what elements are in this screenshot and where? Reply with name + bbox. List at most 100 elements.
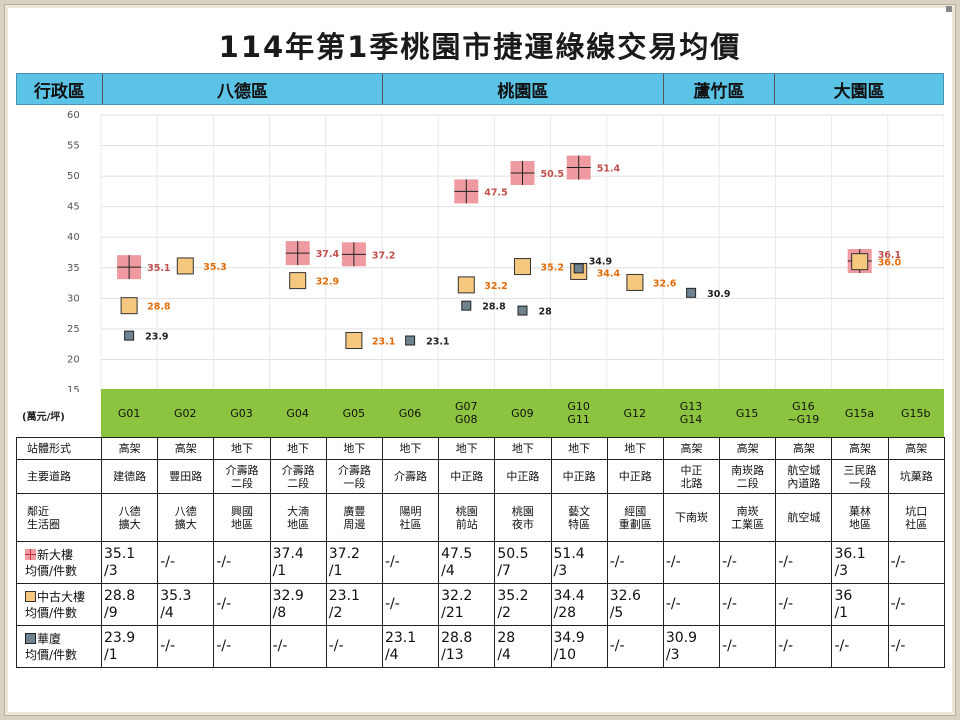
table-cell: 陽明 社區 [381, 493, 440, 542]
price-cell: 50.5 /7 [494, 541, 552, 584]
data-label: 32.2 [484, 281, 507, 292]
data-label: 35.2 [541, 263, 564, 274]
price-cell: 32.9 /8 [269, 583, 327, 626]
point-mansion [461, 300, 472, 311]
y-tick-label: 40 [67, 232, 80, 243]
price-cell: 32.6 /5 [606, 583, 664, 626]
table-cell: 中正路 [606, 459, 664, 494]
data-label: 47.5 [484, 187, 507, 198]
point-used-building [851, 253, 869, 271]
data-label: 28.8 [147, 302, 171, 313]
station-label: G07 G08 [454, 400, 478, 426]
table-cell: 地下 [494, 437, 552, 460]
data-label: 34.9 [589, 256, 612, 267]
station-label: G03 [230, 406, 253, 420]
data-label: 35.3 [203, 262, 226, 273]
series-name: 中古大樓 [37, 589, 86, 604]
point-used-building [345, 332, 363, 349]
table-row: 站體形式 高架 高架 地下 地下 地下 地下 地下 地下 地下 地下 高架 高架 高架 高架 高架 [16, 437, 945, 460]
price-cell: 30.9 /3 [662, 625, 721, 668]
data-label: 23.9 [145, 332, 168, 343]
row-header: 主要道路 [16, 459, 102, 494]
station-row: G01 G02 G03 G04 G05 G06 G07 G08 G09 G10 G11 G12 G1… [101, 389, 944, 437]
table-row: 鄰近 生活圈 八德 擴大 八德 擴大 興國 地區 大湳 地區 廣豐 周邊 陽明 社區 桃園 前… [16, 493, 945, 542]
data-label: 32.9 [316, 277, 339, 288]
y-tick-label: 35 [67, 263, 80, 274]
price-cell: 32.2 /21 [438, 583, 496, 626]
price-cell: 51.4 /3 [550, 541, 608, 584]
price-cell: 35.1 /3 [100, 541, 159, 584]
price-cell: 37.2 /1 [325, 541, 383, 584]
station-label: G04 [286, 406, 309, 420]
station-label: G15b [900, 406, 931, 420]
price-cell: -/- [157, 625, 215, 668]
price-cell: -/- [775, 625, 833, 668]
price-cell: 35.2 /2 [494, 583, 552, 626]
price-cell: 35.3 /4 [157, 583, 215, 626]
price-row: 中古大樓 均價/件數 28.8 /9 35.3 /4 -/- 32.9 /8 23.1 /2… [16, 583, 945, 626]
price-cell: 36.1 /3 [831, 541, 889, 584]
y-tick-label: 60 [67, 110, 80, 121]
y-tick-label: 20 [67, 354, 80, 365]
point-mansion [405, 335, 416, 346]
price-cell: -/- [157, 541, 215, 584]
table-cell: 八德 擴大 [100, 493, 159, 542]
table-cell: 中正 北路 [662, 459, 721, 494]
y-tick-label: 45 [67, 202, 80, 213]
legend-mansion-icon [25, 632, 36, 644]
table-row: 主要道路 建德路 豐田路 介壽路 二段 介壽路 二段 介壽路 一段 介壽路 中正路 中正路 中正路… [16, 459, 945, 494]
legend-used-building-icon [25, 590, 36, 602]
corner-mark [946, 6, 952, 12]
series-sub: 均價/件數 [25, 647, 78, 662]
point-used-building [626, 273, 644, 291]
point-mansion [686, 287, 697, 298]
table-cell: 中正路 [494, 459, 552, 494]
series-name: 華廈 [37, 631, 62, 646]
data-label: 37.4 [316, 249, 340, 260]
data-label: 34.4 [597, 268, 621, 279]
row-header: 站體形式 [16, 437, 102, 460]
price-cell: -/- [662, 583, 721, 626]
station-label: G02 [174, 406, 197, 420]
price-row: 華廈 均價/件數 23.9 /1 -/- -/- -/- -/- 23.1 /4 28.8 /1… [16, 625, 945, 668]
table-cell: 中正路 [550, 459, 608, 494]
station-label: G05 [342, 406, 366, 420]
data-label: 50.5 [541, 169, 564, 180]
y-tick-label: 25 [67, 324, 80, 335]
table-cell: 三民路 一段 [831, 459, 889, 494]
price-cell: -/- [662, 541, 721, 584]
price-cell: -/- [775, 541, 833, 584]
series-sub: 均價/件數 [25, 605, 78, 620]
table-cell: 地下 [550, 437, 608, 460]
table-cell: 八德 擴大 [157, 493, 215, 542]
station-label: G10 G11 [567, 400, 590, 426]
table-cell: 介壽路 二段 [269, 459, 327, 494]
table-cell: 地下 [381, 437, 440, 460]
price-cell: 28.8 /9 [100, 583, 159, 626]
page-title: 114年第1季桃園市捷運綠線交易均價 [218, 30, 742, 64]
price-cell: -/- [719, 625, 777, 668]
data-label: 23.1 [372, 337, 395, 348]
region-header: 行政區 八德區 桃園區 蘆竹區 大園區 [16, 73, 944, 105]
table-cell: 桃園 前站 [438, 493, 496, 542]
data-label: 28.8 [482, 302, 506, 313]
price-cell: -/- [213, 583, 271, 626]
row-header: 鄰近 生活圈 [16, 493, 102, 542]
table-cell: 下南崁 [662, 493, 721, 542]
price-cell: 23.1 /4 [381, 625, 440, 668]
price-cell: -/- [831, 625, 889, 668]
price-cell: 23.1 /2 [325, 583, 383, 626]
table-cell: 南崁 工業區 [719, 493, 777, 542]
series-name: 新大樓 [37, 547, 74, 562]
unit-label: (萬元/坪) [22, 412, 65, 423]
price-row-header: 華廈 均價/件數 [16, 625, 102, 668]
table-cell: 坑口 社區 [887, 493, 945, 542]
station-info-table: 站體形式 高架 高架 地下 地下 地下 地下 地下 地下 地下 地下 高架 高架 高架 高架 高架 主要道路 建德… [16, 437, 945, 668]
table-cell: 桃園 夜市 [494, 493, 552, 542]
table-cell: 經國 重劃區 [606, 493, 664, 542]
table-cell: 建德路 [100, 459, 159, 494]
station-label: G13 G14 [679, 400, 703, 426]
data-label: 30.9 [707, 289, 730, 300]
table-cell: 高架 [831, 437, 889, 460]
table-cell: 地下 [325, 437, 383, 460]
